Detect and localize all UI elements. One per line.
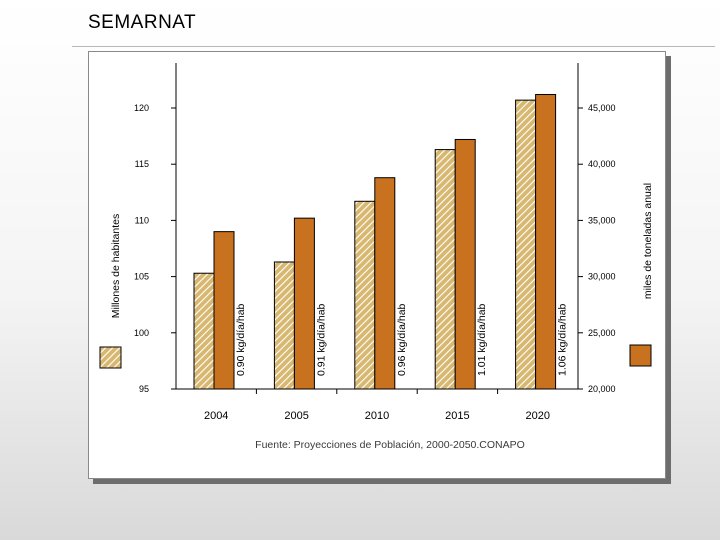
legend-population-swatch [99, 346, 122, 369]
right-tick-label: 20,000 [588, 384, 616, 394]
legend-waste-swatch [629, 344, 652, 367]
per-capita-label: 0.96 kg/día/hab [396, 303, 408, 376]
right-tick-label: 30,000 [588, 272, 616, 282]
x-category-label: 2020 [526, 410, 550, 422]
right-tick-label: 25,000 [588, 328, 616, 338]
x-category-label: 2005 [284, 410, 308, 422]
left-tick-label: 95 [139, 384, 149, 394]
left-tick-label: 120 [134, 103, 149, 113]
waste-bar [213, 231, 235, 390]
per-capita-label: 1.01 kg/día/hab [476, 303, 488, 376]
waste-bar [535, 94, 557, 390]
x-category-label: 2015 [445, 410, 469, 422]
right-tick-label: 40,000 [588, 159, 616, 169]
right-tick-label: 35,000 [588, 215, 616, 225]
left-tick-label: 105 [134, 272, 149, 282]
population-bar [193, 272, 215, 390]
left-axis-title: Millones de habitantes [110, 214, 122, 318]
title-divider [72, 46, 715, 47]
slide-title: SEMARNAT [88, 12, 197, 33]
left-tick-label: 110 [135, 215, 149, 225]
waste-bar [293, 217, 315, 390]
waste-bar [454, 138, 476, 390]
left-tick-label: 115 [135, 159, 149, 169]
population-bar [515, 99, 537, 390]
right-tick-label: 45,000 [588, 103, 616, 113]
population-bar [273, 261, 295, 390]
population-bar [434, 149, 456, 390]
waste-bar [374, 177, 396, 390]
source-note: Fuente: Proyecciones de Población, 2000-… [255, 439, 525, 451]
per-capita-label: 0.91 kg/día/hab [315, 303, 327, 376]
per-capita-label: 0.90 kg/día/hab [235, 303, 247, 376]
right-axis-title: miles de toneladas anual [642, 183, 654, 299]
x-category-label: 2004 [204, 410, 228, 422]
per-capita-label: 1.06 kg/día/hab [557, 303, 569, 376]
x-category-label: 2010 [365, 410, 389, 422]
left-tick-label: 100 [134, 328, 149, 338]
population-bar [354, 200, 376, 390]
